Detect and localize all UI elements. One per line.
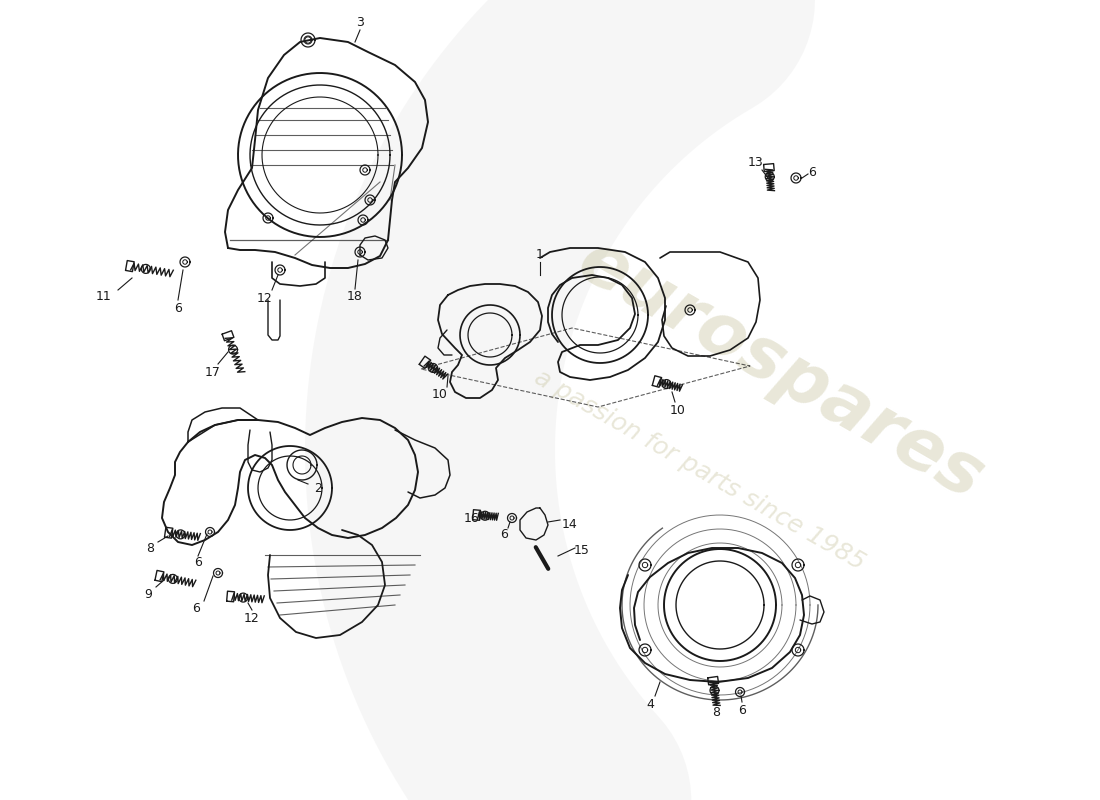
Text: 10: 10 [432,389,448,402]
Text: 10: 10 [670,403,686,417]
Text: 11: 11 [96,290,112,302]
Text: 4: 4 [646,698,653,710]
Text: 6: 6 [192,602,200,614]
Text: 6: 6 [808,166,816,178]
Text: 6: 6 [738,703,746,717]
Text: 15: 15 [574,545,590,558]
Text: 13: 13 [748,155,763,169]
Text: 3: 3 [356,15,364,29]
Text: 12: 12 [244,611,260,625]
Text: 9: 9 [144,587,152,601]
Text: 6: 6 [500,527,508,541]
Text: 14: 14 [562,518,578,530]
Text: 12: 12 [257,291,273,305]
Text: 8: 8 [712,706,720,718]
Text: 6: 6 [194,557,202,570]
Text: 6: 6 [174,302,182,314]
Text: 17: 17 [205,366,221,378]
Text: 18: 18 [348,290,363,303]
Text: 16: 16 [464,513,480,526]
Text: 2: 2 [315,482,322,494]
Text: 1: 1 [536,247,543,261]
Text: eurospares: eurospares [565,226,996,514]
Text: 8: 8 [146,542,154,554]
Text: a passion for parts since 1985: a passion for parts since 1985 [530,365,870,575]
